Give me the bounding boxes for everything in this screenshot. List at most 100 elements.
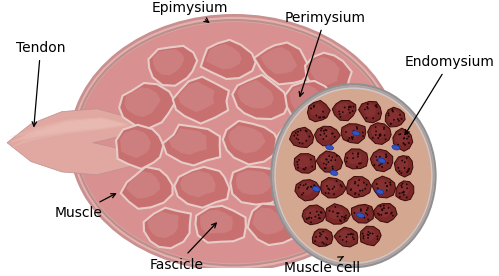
Circle shape: [351, 138, 353, 140]
Polygon shape: [305, 208, 320, 220]
Circle shape: [379, 164, 381, 166]
Circle shape: [404, 161, 406, 163]
Circle shape: [367, 231, 369, 233]
Polygon shape: [289, 127, 314, 148]
Circle shape: [340, 116, 341, 118]
Circle shape: [306, 188, 308, 190]
Polygon shape: [326, 204, 350, 224]
Circle shape: [329, 210, 330, 212]
Circle shape: [313, 184, 315, 186]
Polygon shape: [307, 100, 330, 122]
Circle shape: [377, 137, 379, 139]
Text: Tendon: Tendon: [16, 41, 65, 126]
Polygon shape: [293, 130, 308, 142]
Polygon shape: [254, 43, 311, 84]
Polygon shape: [372, 176, 396, 198]
Ellipse shape: [271, 84, 436, 267]
Polygon shape: [324, 181, 339, 193]
Circle shape: [341, 216, 343, 218]
Polygon shape: [237, 80, 274, 108]
Circle shape: [297, 139, 299, 140]
Circle shape: [346, 157, 348, 159]
Circle shape: [298, 159, 300, 161]
Circle shape: [383, 205, 385, 207]
Polygon shape: [148, 46, 197, 86]
Circle shape: [383, 128, 385, 130]
Text: Muscle cell: Muscle cell: [284, 256, 361, 275]
Circle shape: [364, 108, 366, 110]
Circle shape: [301, 142, 303, 144]
Circle shape: [321, 242, 323, 243]
Circle shape: [319, 116, 321, 118]
Circle shape: [348, 108, 350, 110]
Circle shape: [332, 166, 333, 168]
Circle shape: [358, 194, 360, 196]
Circle shape: [386, 190, 388, 191]
Circle shape: [345, 215, 347, 217]
Text: Epimysium: Epimysium: [152, 1, 228, 22]
Circle shape: [377, 213, 379, 214]
Circle shape: [311, 166, 313, 168]
Circle shape: [407, 133, 408, 135]
Circle shape: [349, 106, 351, 108]
Polygon shape: [236, 170, 271, 195]
Polygon shape: [126, 171, 160, 199]
Circle shape: [391, 211, 393, 213]
Circle shape: [334, 206, 336, 208]
Circle shape: [333, 193, 335, 195]
Circle shape: [399, 170, 400, 172]
Polygon shape: [153, 49, 184, 75]
Circle shape: [350, 106, 352, 108]
Circle shape: [321, 128, 322, 129]
Polygon shape: [169, 128, 207, 155]
Polygon shape: [396, 181, 414, 201]
Polygon shape: [320, 154, 336, 167]
Text: Perimysium: Perimysium: [284, 11, 366, 96]
Polygon shape: [282, 163, 331, 204]
Circle shape: [383, 207, 385, 209]
Circle shape: [297, 134, 298, 136]
Polygon shape: [233, 75, 289, 119]
Text: Endomysium: Endomysium: [405, 55, 495, 134]
Circle shape: [344, 219, 345, 221]
Circle shape: [333, 186, 335, 188]
Circle shape: [398, 134, 400, 136]
Circle shape: [336, 212, 338, 214]
Circle shape: [332, 168, 334, 170]
Circle shape: [304, 169, 305, 171]
Polygon shape: [293, 200, 343, 242]
Circle shape: [390, 123, 392, 125]
Circle shape: [356, 126, 358, 128]
Circle shape: [390, 184, 391, 186]
Circle shape: [354, 212, 355, 214]
Circle shape: [385, 212, 386, 214]
Polygon shape: [297, 156, 310, 168]
Circle shape: [322, 138, 324, 140]
Circle shape: [355, 192, 356, 194]
Polygon shape: [373, 153, 387, 166]
Circle shape: [331, 156, 333, 158]
Circle shape: [358, 163, 360, 164]
Circle shape: [399, 114, 401, 116]
Circle shape: [360, 210, 362, 212]
Circle shape: [305, 183, 306, 185]
Circle shape: [334, 136, 336, 138]
Circle shape: [314, 186, 316, 188]
Circle shape: [352, 153, 353, 155]
Circle shape: [386, 185, 388, 187]
Circle shape: [363, 217, 365, 219]
Circle shape: [375, 131, 377, 132]
Circle shape: [339, 113, 340, 115]
Circle shape: [348, 106, 350, 108]
Circle shape: [401, 160, 403, 161]
Circle shape: [313, 105, 315, 107]
Circle shape: [339, 219, 341, 221]
Circle shape: [386, 155, 387, 157]
Circle shape: [354, 193, 356, 195]
Circle shape: [299, 184, 301, 186]
Circle shape: [313, 106, 315, 108]
Circle shape: [302, 192, 304, 194]
Circle shape: [307, 217, 309, 219]
Circle shape: [390, 213, 392, 214]
Polygon shape: [148, 212, 179, 238]
